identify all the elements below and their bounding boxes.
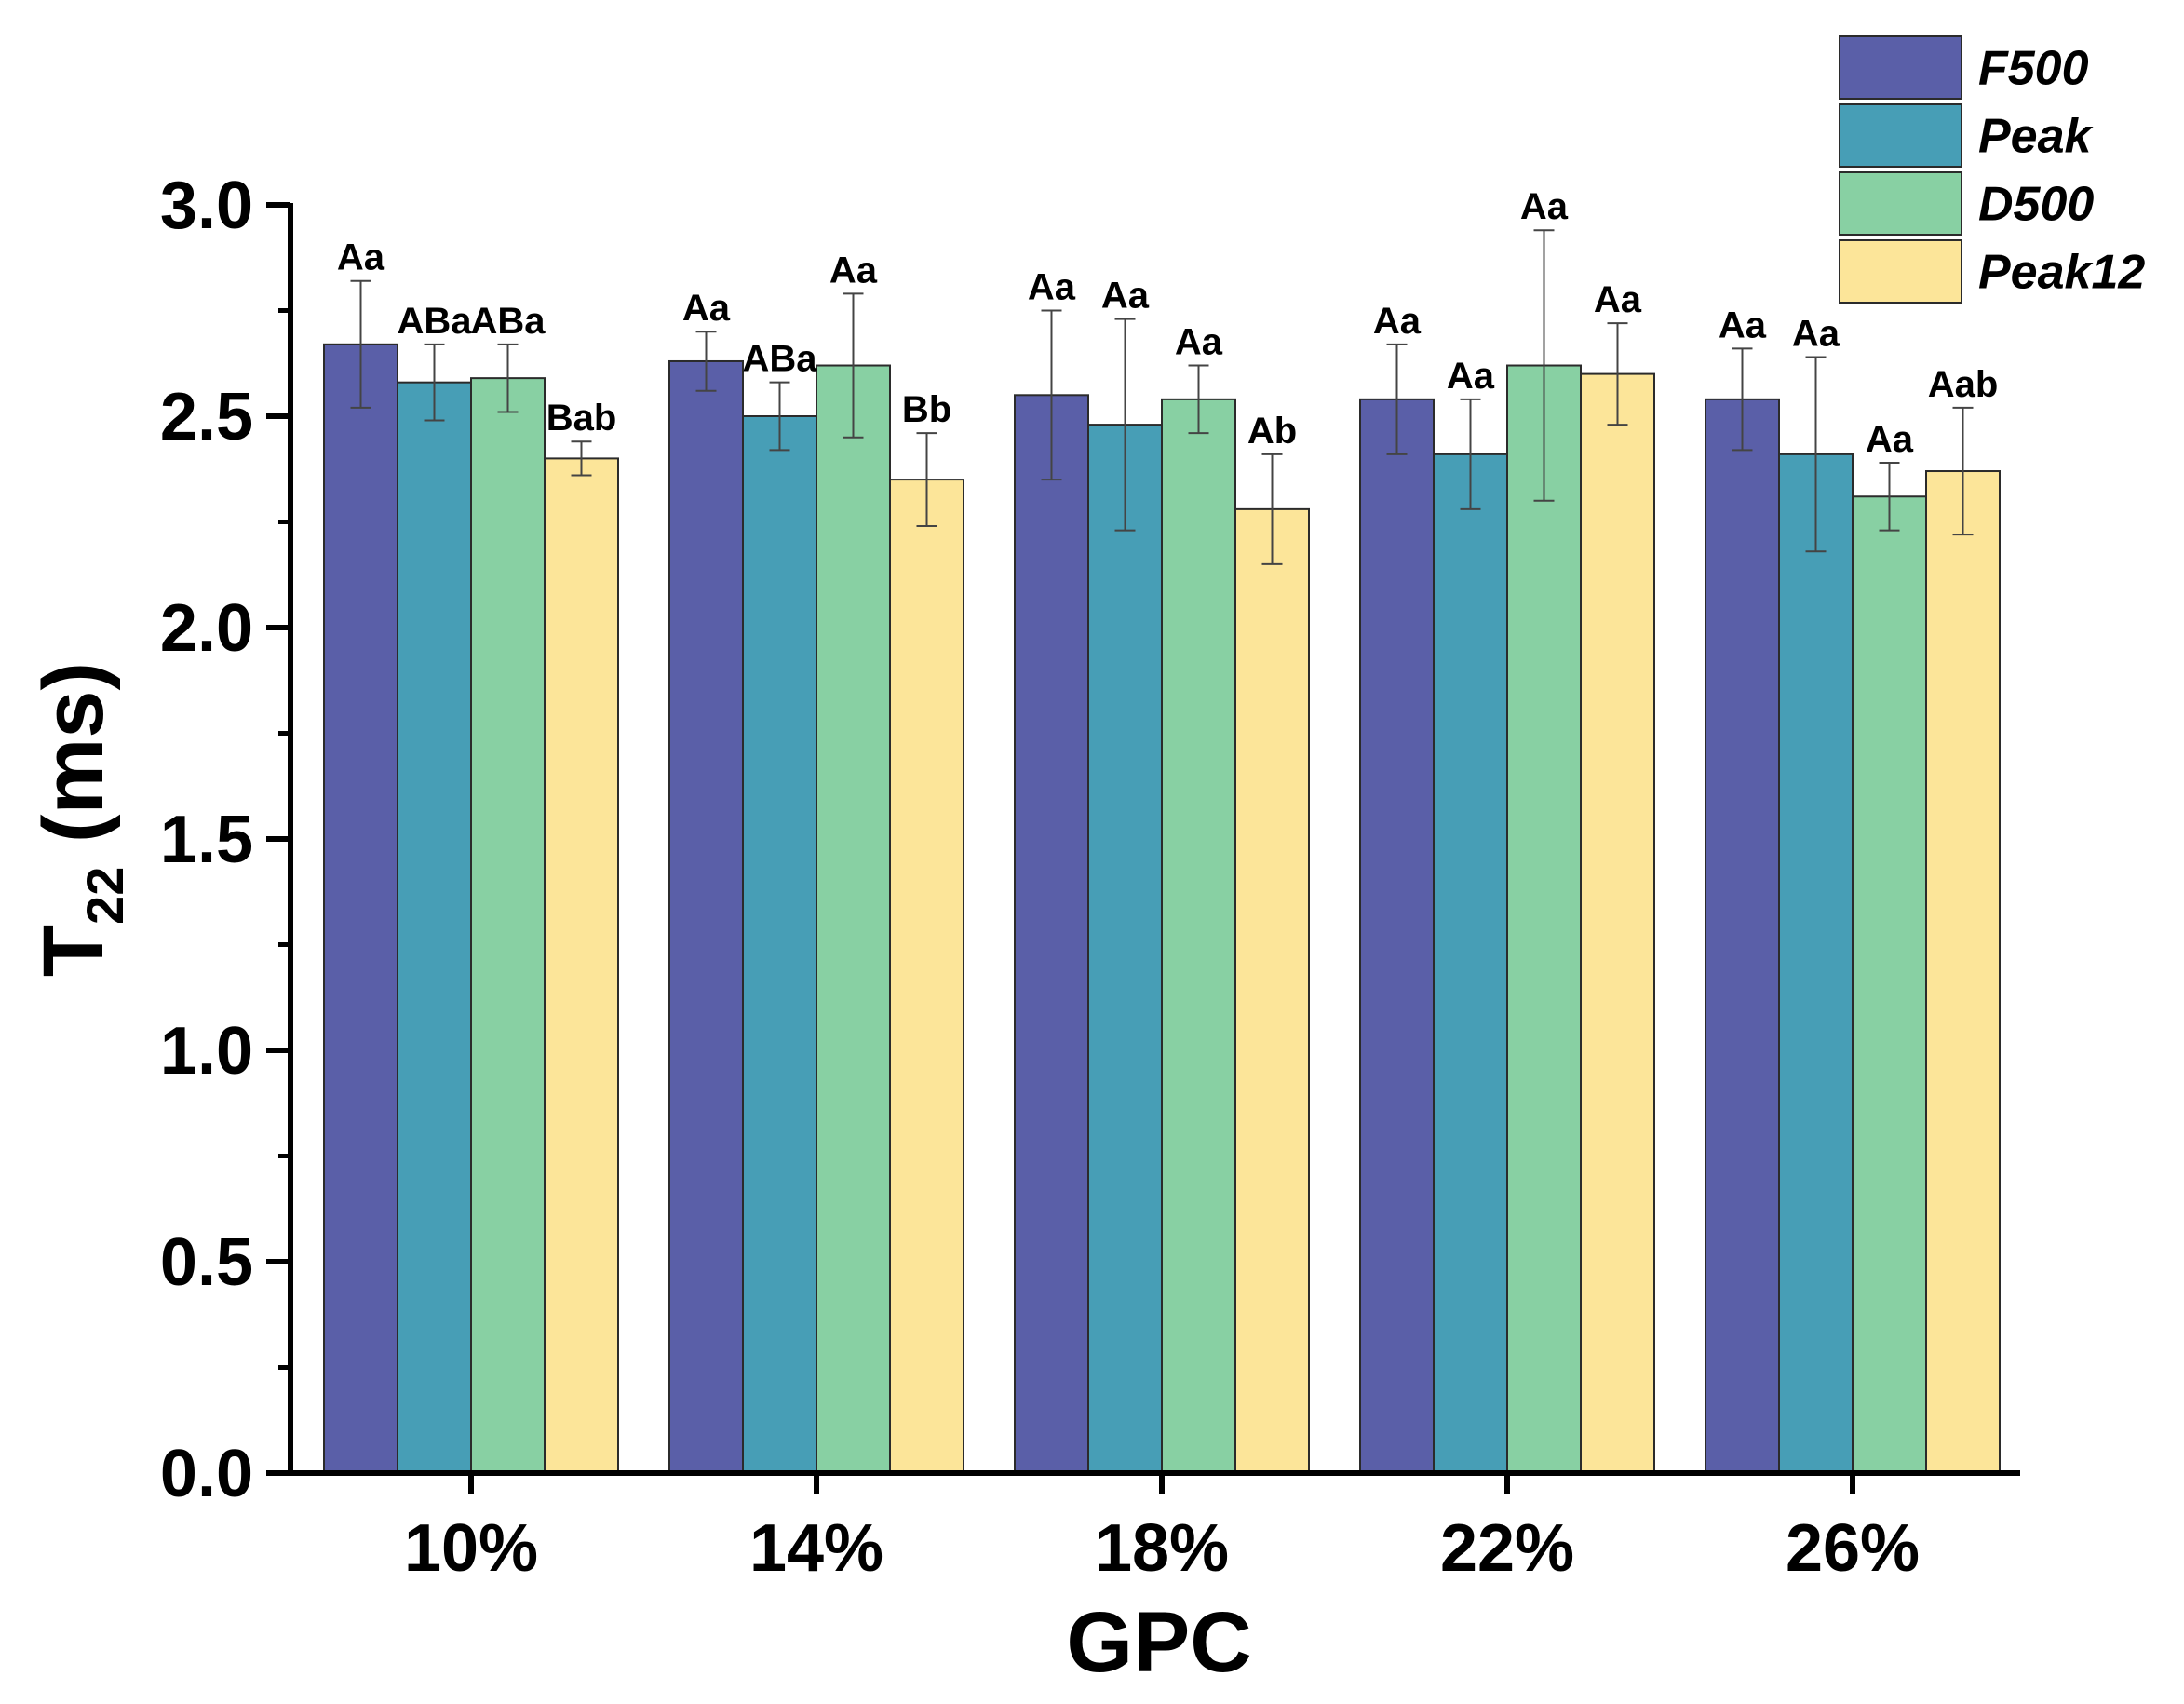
y-tick-label: 1.5 xyxy=(160,803,253,877)
bar xyxy=(1087,424,1163,1475)
y-tick-label: 2.5 xyxy=(160,380,253,454)
significance-label: Ab xyxy=(1247,411,1297,452)
bar xyxy=(470,377,546,1474)
significance-label: Bb xyxy=(902,389,951,430)
legend: F500 Peak D500 Peak12 xyxy=(1839,35,2145,304)
x-axis-title: GPC xyxy=(1066,1595,1251,1690)
y-tick-label: 2.0 xyxy=(160,591,253,666)
significance-label: ABa xyxy=(470,301,546,342)
legend-label: D500 xyxy=(1978,178,2094,232)
bar xyxy=(889,479,964,1474)
significance-label: Aa xyxy=(829,250,878,291)
axes: 0.0 0.5 1.0 1.5 2.0 2.5 3.0 10% 14% 18% 22% 26% xyxy=(160,169,2020,1586)
significance-label: Aa xyxy=(1719,304,1767,345)
bar xyxy=(1161,398,1236,1475)
bars xyxy=(323,343,2001,1475)
significance-label: Aa xyxy=(1792,313,1840,354)
legend-swatch xyxy=(1839,35,1962,100)
legend-swatch xyxy=(1839,239,1962,304)
bar xyxy=(1778,453,1854,1474)
error-bars xyxy=(350,229,1974,565)
y-tick-label: 1.0 xyxy=(160,1014,253,1089)
legend-label: Peak xyxy=(1978,110,2095,164)
bar xyxy=(1433,453,1508,1474)
y-axis-title: T22 (ms) xyxy=(26,662,134,977)
bar xyxy=(1234,507,1310,1474)
bar xyxy=(816,364,891,1474)
x-tick-label: 14% xyxy=(749,1511,883,1586)
significance-label: Aa xyxy=(337,237,385,278)
significance-label: ABa xyxy=(397,301,472,342)
y-axis-title-unit: (ms) xyxy=(26,662,121,867)
bar xyxy=(1359,398,1435,1475)
significance-label: Aab xyxy=(1928,364,1999,405)
significance-label: Aa xyxy=(1373,301,1422,342)
x-tick-label: 26% xyxy=(1786,1511,1920,1586)
bar xyxy=(1852,495,1927,1474)
significance-label: Aa xyxy=(1520,186,1569,227)
bar xyxy=(544,457,619,1474)
legend-swatch xyxy=(1839,103,1962,168)
y-tick-label: 0.0 xyxy=(160,1437,253,1511)
y-tick-label: 0.5 xyxy=(160,1225,253,1300)
bar xyxy=(668,359,744,1475)
bar xyxy=(742,415,817,1474)
x-tick-label: 22% xyxy=(1440,1511,1574,1586)
bar xyxy=(1580,372,1655,1475)
significance-label: ABa xyxy=(742,339,817,380)
bar xyxy=(1925,470,2001,1474)
significance-label: Aa xyxy=(1175,322,1223,363)
significance-label: Aa xyxy=(1447,356,1495,397)
significance-label: Aa xyxy=(682,288,731,329)
legend-label: Peak12 xyxy=(1978,246,2145,300)
bar xyxy=(1506,364,1582,1474)
bar xyxy=(323,343,398,1475)
y-axis-title-subscript: 22 xyxy=(75,867,134,925)
x-tick-label: 10% xyxy=(404,1511,538,1586)
significance-label: Bab xyxy=(546,398,617,439)
significance-label: Aa xyxy=(1866,419,1914,460)
legend-label: F500 xyxy=(1978,42,2089,96)
bar xyxy=(1705,398,1780,1475)
x-tick-label: 18% xyxy=(1095,1511,1229,1586)
significance-label: Aa xyxy=(1028,267,1076,308)
y-tick-label: 3.0 xyxy=(160,169,253,243)
significance-label: Aa xyxy=(1594,279,1642,320)
y-axis-title-main: T xyxy=(26,925,121,977)
significance-label: Aa xyxy=(1101,276,1150,317)
bar xyxy=(1014,394,1089,1474)
bar xyxy=(397,381,472,1474)
legend-swatch xyxy=(1839,171,1962,236)
